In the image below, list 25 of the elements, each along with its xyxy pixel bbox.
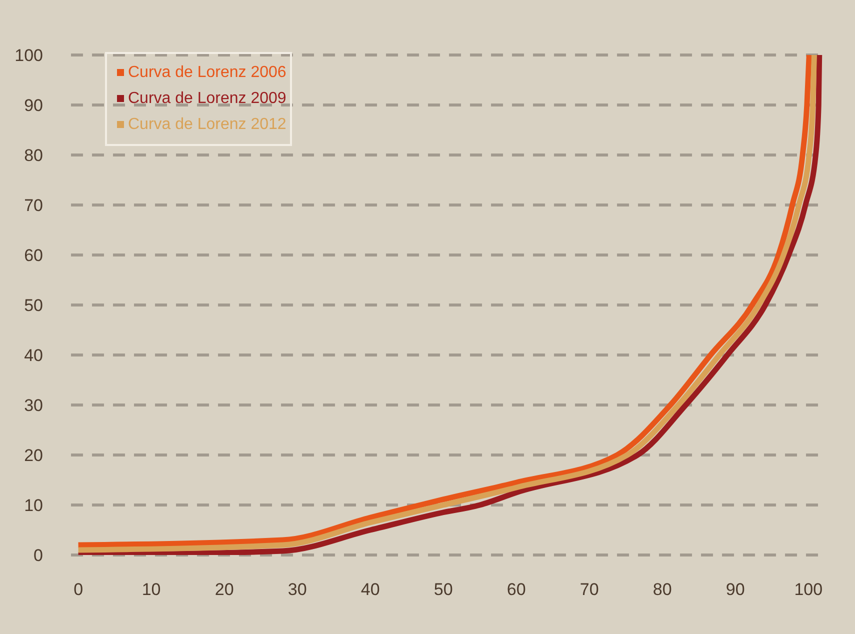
x-tick-label: 20 (214, 580, 234, 600)
y-tick-label: 0 (34, 546, 43, 566)
x-tick-label: 80 (652, 580, 672, 600)
x-tick-label: 40 (360, 580, 380, 600)
y-tick-label: 70 (24, 196, 43, 216)
x-tick-label: 90 (726, 580, 745, 600)
y-tick-label: 100 (14, 46, 43, 66)
x-tick-label: 100 (794, 580, 823, 600)
y-tick-label: 30 (24, 396, 43, 416)
y-tick-label: 40 (24, 346, 43, 366)
y-tick-label: 60 (24, 246, 43, 266)
x-tick-label: 70 (580, 580, 599, 600)
legend-label: Curva de Lorenz 2009 (128, 90, 286, 107)
y-tick-label: 10 (24, 496, 43, 516)
x-tick-label: 60 (506, 580, 526, 600)
x-tick-label: 30 (288, 580, 307, 600)
y-tick-label: 80 (24, 146, 43, 166)
y-tick-label: 90 (24, 96, 43, 116)
x-tick-label: 10 (142, 580, 161, 600)
y-tick-label: 20 (24, 446, 43, 466)
legend-label: Curva de Lorenz 2006 (128, 64, 286, 81)
x-tick-label: 50 (434, 580, 453, 600)
x-tick-label: 0 (74, 580, 84, 600)
y-tick-label: 50 (24, 296, 43, 316)
legend-label: Curva de Lorenz 2012 (128, 116, 286, 133)
